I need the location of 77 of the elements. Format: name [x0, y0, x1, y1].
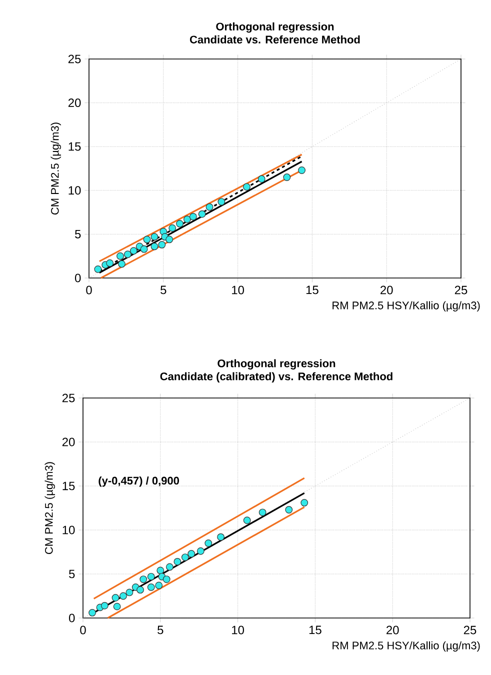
point [106, 259, 114, 267]
y-tick-label: 25 [62, 394, 75, 402]
y-tick-label: 20 [62, 438, 75, 446]
x-tick-label: 5 [160, 286, 166, 294]
point [283, 174, 291, 181]
y-tick-label: 10 [62, 526, 75, 534]
point [206, 203, 214, 211]
point [112, 594, 120, 602]
point [166, 563, 174, 571]
point [130, 247, 138, 255]
x-tick-label: 10 [232, 626, 244, 634]
x-tick-label: 15 [306, 286, 318, 294]
point [155, 582, 163, 590]
point [217, 533, 224, 541]
point [184, 216, 191, 224]
point [156, 566, 164, 574]
point [140, 245, 148, 253]
point [181, 554, 189, 561]
point [116, 252, 124, 260]
y-tick-label: 0 [74, 274, 81, 282]
point [196, 547, 204, 555]
x-tick-label: 15 [309, 626, 322, 634]
x-tick-label: 5 [158, 626, 164, 634]
point [158, 241, 166, 248]
point [189, 212, 197, 220]
point [118, 260, 126, 268]
point [147, 584, 155, 591]
point [140, 576, 148, 583]
point [88, 609, 96, 616]
x-tick-label: 10 [232, 286, 244, 294]
x-tick-label: 25 [464, 626, 476, 634]
point [168, 224, 176, 232]
x-tick-label: 25 [454, 286, 468, 294]
point [166, 236, 174, 244]
point [300, 499, 308, 506]
point [120, 592, 127, 600]
point [243, 516, 251, 524]
point [94, 266, 102, 273]
y-tick-label: 10 [68, 186, 81, 195]
point [143, 236, 151, 244]
y-axis-title: CM PM2.5 (µg/m3) [50, 122, 61, 214]
x-tick-label: 0 [86, 286, 92, 294]
point [150, 233, 158, 241]
point [162, 576, 170, 583]
point [285, 506, 293, 514]
point [204, 540, 212, 547]
point [188, 550, 196, 558]
x-axis-title: RM PM2.5 HSY/Kallio (µg/m3) [332, 301, 480, 312]
y-tick-label: 20 [68, 98, 81, 108]
y-axis-title: CM PM2.5 (µg/m3) [44, 462, 55, 554]
x-tick-label: 20 [380, 286, 393, 294]
y-tick-label: 15 [62, 482, 75, 490]
point [136, 586, 144, 594]
point [100, 602, 108, 610]
point [124, 250, 132, 258]
y-tick-label: 0 [68, 614, 75, 622]
point [258, 175, 266, 183]
point [147, 572, 155, 580]
point [218, 198, 226, 206]
x-axis-title: RM PM2.5 HSY/Kallio (µg/m3) [332, 641, 480, 652]
y-tick-label: 25 [68, 54, 81, 64]
point [113, 602, 121, 610]
point [198, 210, 206, 218]
point [298, 166, 306, 174]
x-tick-label: 20 [386, 626, 399, 634]
annotation: (y-0,457) / 0,900 [98, 476, 179, 487]
chart-title: Orthogonal regression Candidate vs. Reference Method [190, 22, 360, 44]
y-tick-label: 5 [69, 570, 75, 578]
point [243, 183, 250, 191]
y-tick-label: 15 [68, 142, 81, 151]
point [258, 508, 266, 516]
point [176, 220, 184, 228]
chart-title: Orthogonal regression Candidate (calibrated) vs. Reference Method [160, 359, 392, 382]
y-tick-label: 5 [75, 230, 81, 238]
point [126, 588, 134, 596]
point [174, 558, 182, 566]
point [150, 242, 158, 250]
